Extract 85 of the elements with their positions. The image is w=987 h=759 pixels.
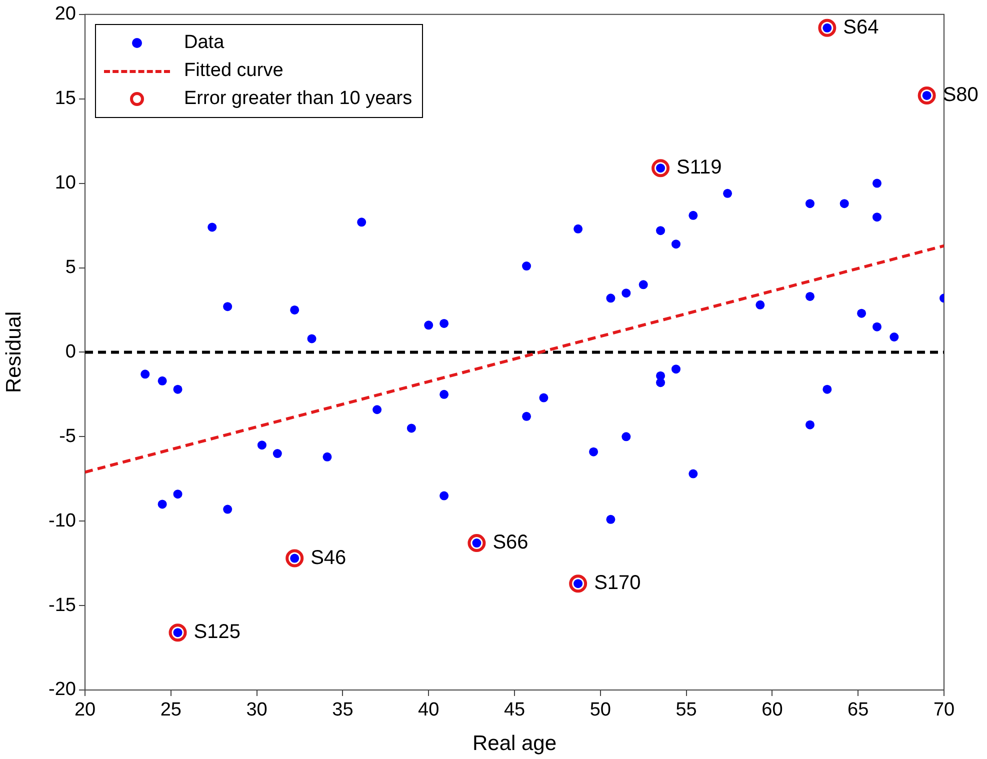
point [440,318,449,328]
point [574,224,583,234]
y-tick-label: -10 [48,510,76,532]
legend-label: Error greater than 10 years [184,87,412,112]
point [652,159,670,178]
point [723,188,732,198]
point [818,18,836,37]
point [890,332,899,342]
point [589,447,598,456]
point [307,334,316,344]
point [168,624,187,642]
point [440,491,449,500]
x-tick-label: 30 [246,700,268,721]
point [372,405,382,414]
annotation: S119 [676,156,722,179]
point [805,199,814,208]
x-axis-title: Real age [472,732,557,756]
y-axis-title: Residual [2,311,26,394]
point [756,300,765,310]
annotation: S66 [492,532,528,554]
point [406,424,416,433]
legend-label: Fitted curve [184,59,284,84]
point [840,199,849,208]
point [158,376,167,386]
y-tick-label: -5 [59,426,76,447]
point [468,534,486,552]
y-tick-label: 5 [65,256,76,278]
x-tick-label: 50 [590,700,611,721]
point [357,218,366,227]
x-tick-label: 60 [762,700,783,721]
y-tick-label: -20 [48,679,76,700]
x-tick-label: 25 [160,700,182,721]
point [622,432,631,442]
annotation: S64 [843,16,879,38]
x-tick-label: 65 [848,700,869,721]
point [671,240,680,249]
point [872,212,882,222]
x-tick-label: 35 [332,700,354,721]
point [918,86,936,104]
point [257,440,266,450]
point [688,469,698,478]
annotation: S170 [594,572,641,594]
point [440,390,449,399]
point [424,320,434,330]
point [223,504,232,514]
y-tick-label: 10 [54,172,76,194]
point [822,384,832,394]
point [638,280,648,290]
point [322,452,332,462]
point [656,226,666,236]
y-tick-label: 15 [54,88,76,110]
point [286,549,304,568]
point [522,262,532,271]
point [223,302,232,312]
x-tick-label: 55 [676,700,697,721]
x-tick-label: 40 [418,700,440,721]
point [872,178,882,188]
point [158,500,167,509]
y-tick-label: 20 [54,4,76,25]
point [173,490,182,499]
point [173,384,182,394]
point [606,514,616,524]
point [290,305,300,314]
point [539,393,548,402]
y-tick-label: -15 [48,594,76,616]
x-tick-label: 70 [933,700,955,721]
point [522,412,532,421]
point [606,294,616,303]
x-tick-label: 45 [504,700,526,721]
point [622,288,631,298]
point [857,308,866,318]
point [656,378,666,388]
legend-label: Data [184,31,224,56]
y-tick-label: 0 [65,341,76,362]
point [208,222,217,232]
point [140,370,150,379]
point [671,364,680,374]
annotation: S46 [310,546,346,569]
point [805,420,814,430]
point [569,574,588,593]
point [805,292,814,301]
point [872,322,882,332]
annotation: S125 [194,621,240,644]
point [272,449,282,458]
point [688,210,698,220]
